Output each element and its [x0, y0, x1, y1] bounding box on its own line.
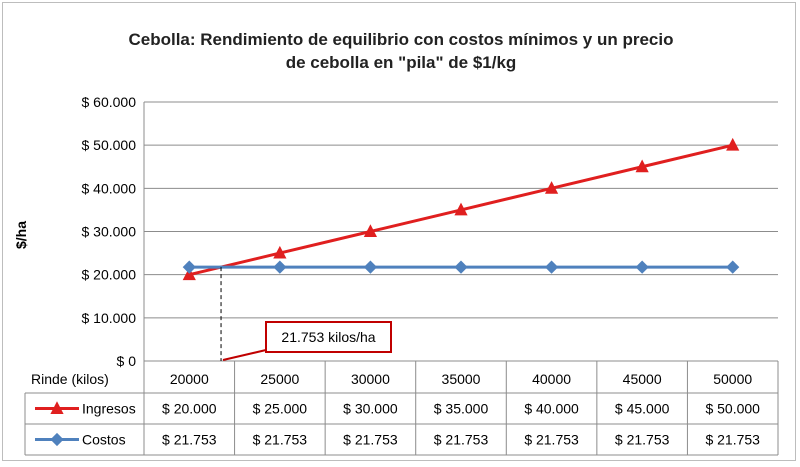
table-cell-value: $ 21.753 — [434, 432, 489, 448]
annotation-label: 21.753 kilos/ha — [281, 329, 375, 345]
costos-marker — [454, 260, 468, 274]
table-cell-value: $ 25.000 — [253, 401, 308, 417]
costos-marker — [726, 260, 740, 274]
y-tick-label: $ 0 — [117, 353, 137, 369]
x-category-label: 40000 — [532, 371, 571, 387]
costos-marker — [635, 260, 649, 274]
ingresos-marker — [182, 267, 196, 281]
costos-marker — [544, 260, 559, 274]
data-table: Rinde (kilos) 20000 25000 30000 35000 40000 45… — [24, 360, 779, 456]
costos-marker — [182, 260, 196, 274]
legend-label: Ingresos — [82, 401, 136, 417]
table-cell-value: $ 21.753 — [253, 432, 308, 448]
table-cell-value: $ 20.000 — [162, 401, 217, 417]
y-tick-label: $ 10.000 — [82, 310, 137, 326]
table-cell-value: $ 45.000 — [615, 401, 670, 417]
chart-title-line2: de cebolla en "pila" de $1/kg — [286, 53, 517, 72]
x-axis-label: Rinde (kilos) — [31, 371, 109, 387]
chart-title-line1: Cebolla: Rendimiento de equilibrio con c… — [128, 30, 673, 49]
y-tick-label: $ 50.000 — [82, 137, 137, 153]
table-cell-value: $ 21.753 — [343, 432, 398, 448]
chart-container: Cebolla: Rendimiento de equilibrio con c… — [2, 2, 796, 461]
annotation-layer: 21.753 kilos/ha — [220, 267, 392, 361]
ingresos-marker — [726, 137, 740, 151]
x-category-label: 25000 — [260, 371, 299, 387]
x-category-label: 35000 — [442, 371, 481, 387]
costos-marker — [50, 432, 64, 447]
legend-label: Costos — [82, 432, 126, 448]
costos-marker — [363, 260, 378, 274]
x-category-label: 45000 — [623, 371, 662, 387]
table-cell-value: $ 21.753 — [524, 432, 579, 448]
x-category-label: 20000 — [170, 371, 209, 387]
y-tick-label: $ 20.000 — [82, 267, 137, 283]
costos-marker — [273, 260, 287, 274]
breakeven-line-chart: Cebolla: Rendimiento de equilibrio con c… — [13, 30, 779, 456]
grid-layer: $ 0 $ 10.000 $ 20.000 $ 30.000 $ 40.000 $ 50.… — [82, 94, 778, 369]
table-cell-value: $ 30.000 — [343, 401, 398, 417]
ingresos-marker — [544, 181, 559, 194]
y-tick-label: $ 40.000 — [82, 180, 137, 196]
table-cell-value: $ 35.000 — [434, 401, 489, 417]
ingresos-marker — [454, 202, 468, 216]
annotation-box — [265, 321, 392, 353]
table-cell-value: $ 21.753 — [162, 432, 217, 448]
table-cell-value: $ 21.753 — [705, 432, 760, 448]
table-cell-value: $ 40.000 — [524, 401, 579, 417]
ingresos-marker — [363, 224, 378, 237]
series-layer — [182, 137, 740, 281]
ingresos-marker — [635, 159, 649, 173]
ingresos-marker — [273, 245, 287, 259]
y-axis-label: $/ha — [13, 221, 29, 249]
y-tick-label: $ 60.000 — [82, 94, 137, 110]
table-cell-value: $ 50.000 — [705, 401, 760, 417]
table-cell-value: $ 21.753 — [615, 432, 670, 448]
ingresos-marker — [50, 401, 64, 414]
x-category-label: 50000 — [713, 371, 752, 387]
annotation-leader-line — [222, 349, 267, 361]
y-tick-label: $ 30.000 — [82, 224, 137, 240]
x-category-label: 30000 — [351, 371, 390, 387]
